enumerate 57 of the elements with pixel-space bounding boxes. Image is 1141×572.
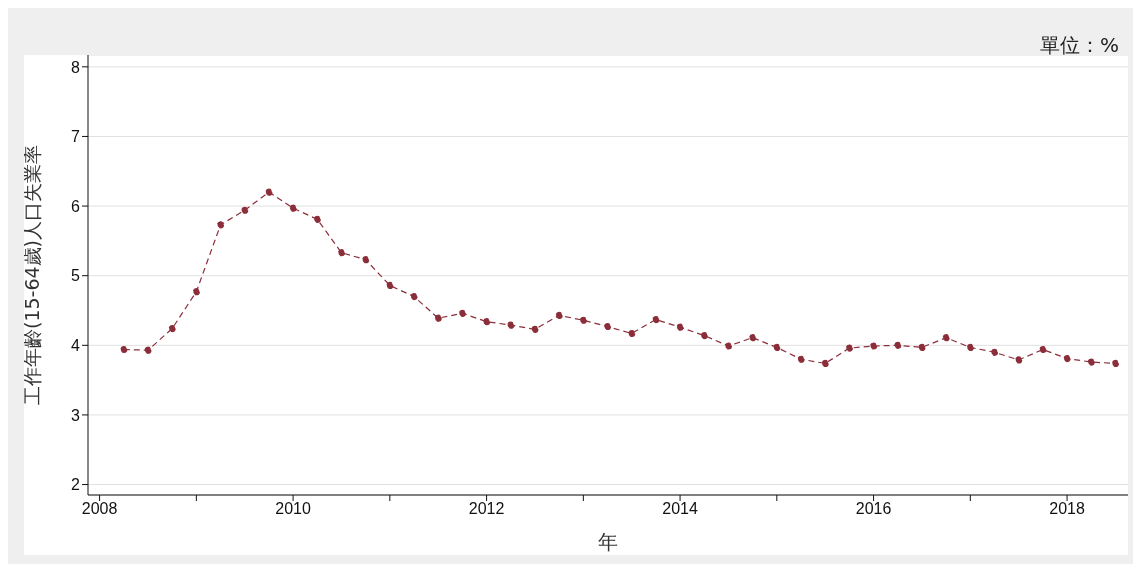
point [410,292,418,301]
point [120,345,128,354]
point [821,359,829,368]
point [652,315,660,324]
point [990,348,999,356]
point [773,343,781,352]
y-tick-label: 3 [71,406,81,424]
point [458,309,466,317]
point [289,204,297,212]
y-tick-label: 6 [71,197,81,215]
point [168,325,176,333]
point [434,314,442,322]
point [1063,354,1071,363]
y-tick-label: 4 [71,337,81,354]
point [579,316,587,324]
point [386,281,394,290]
point [918,343,926,352]
point [1015,356,1023,364]
point [724,342,733,350]
x-axis-title: 年 [598,530,618,554]
x-tick-label: 2014 [662,500,698,518]
point [894,341,902,349]
y-tick-label: 8 [71,58,81,76]
point [1087,358,1095,366]
point [337,249,346,257]
point [797,355,805,363]
x-tick-label: 2016 [855,500,892,518]
point [749,334,757,342]
point [216,221,225,229]
x-tick-label: 2018 [1049,500,1085,518]
annotation: 單位：% [1039,33,1119,57]
x-tick-label: 2008 [81,500,118,518]
y-tick-label: 5 [71,267,81,285]
point [676,323,684,331]
point [241,206,249,214]
point [362,256,370,264]
point [555,311,563,319]
point [507,321,515,329]
point [482,318,491,326]
point [265,188,273,196]
point [144,346,152,354]
point [966,343,974,352]
point [1111,359,1120,368]
point [192,288,200,296]
point [869,342,878,350]
x-tick-label: 2010 [275,500,311,518]
y-tick-label: 7 [71,128,81,146]
y-tick-label: 2 [71,476,81,494]
point [942,334,950,342]
point [628,329,636,338]
point [845,344,853,352]
point [603,322,612,331]
point [1039,345,1047,354]
point [700,331,708,340]
x-tick-label: 2012 [468,500,505,518]
point [531,325,539,333]
point [313,215,321,223]
